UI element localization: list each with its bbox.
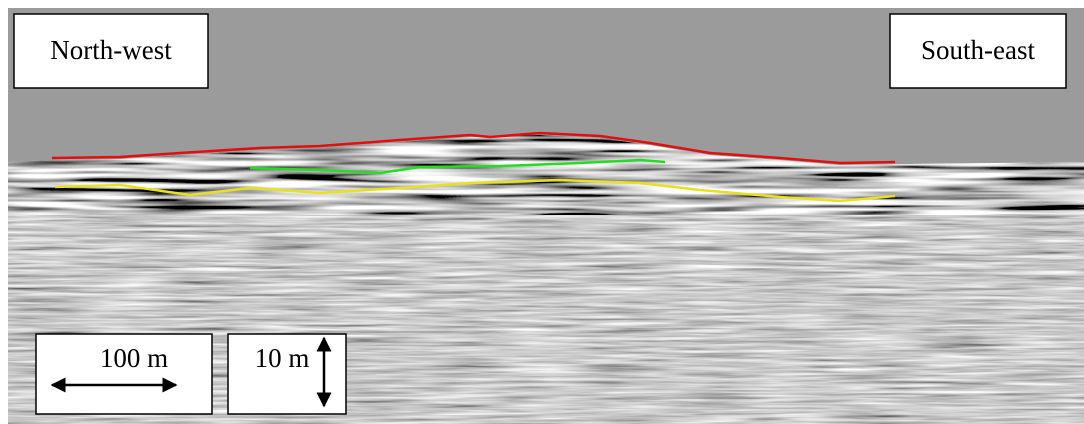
direction-label: North-west xyxy=(50,35,172,65)
radargram-figure: North-west South-east 100 m 10 m xyxy=(0,0,1084,424)
horizontal-scale-label: 100 m xyxy=(100,343,168,373)
direction-label: South-east xyxy=(921,35,1035,65)
vertical-scale-label: 10 m xyxy=(255,343,310,373)
